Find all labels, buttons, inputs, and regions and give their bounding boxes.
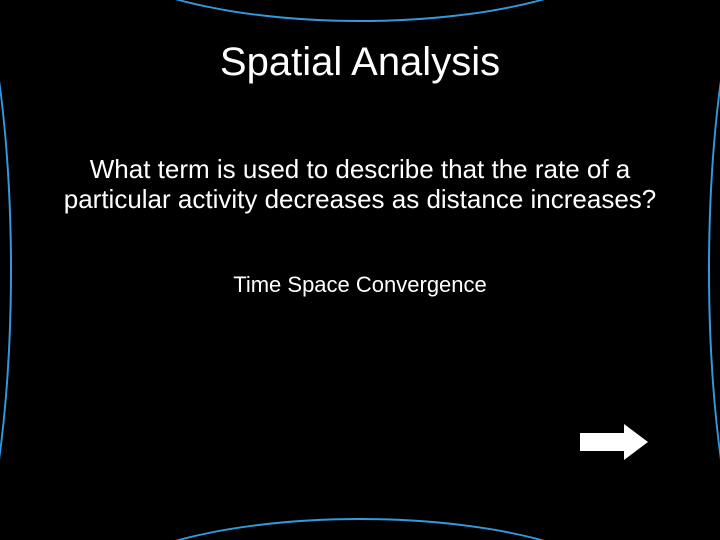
decorative-arc-top [85, 0, 635, 22]
arrow-right-icon [580, 433, 624, 451]
slide-title: Spatial Analysis [0, 40, 720, 85]
question-text: What term is used to describe that the r… [40, 155, 680, 215]
slide: Spatial Analysis What term is used to de… [0, 0, 720, 540]
decorative-arc-bottom [85, 518, 635, 540]
answer-text: Time Space Convergence [0, 272, 720, 298]
arrow-right-head-icon [624, 424, 648, 460]
next-button[interactable] [580, 424, 650, 460]
